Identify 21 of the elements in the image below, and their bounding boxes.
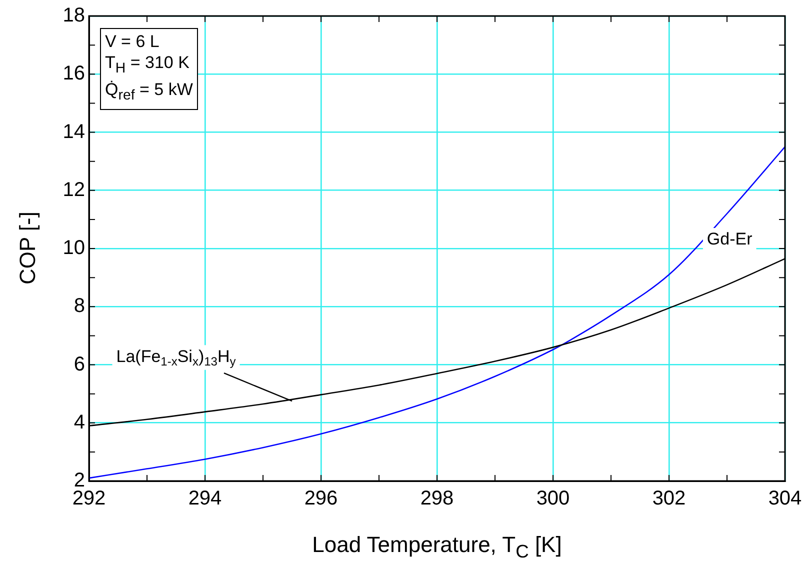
y-tick-label: 12 xyxy=(62,178,85,201)
y-tick-label: 8 xyxy=(74,295,85,318)
y-tick-label: 16 xyxy=(62,62,85,85)
annotation: Gd-Er xyxy=(706,230,753,249)
annotation: Q̇$_{ref}$ = 5 kW xyxy=(105,79,193,106)
y-tick-label: 6 xyxy=(74,353,85,376)
annotation: T$_{H}$ = 310 K xyxy=(105,52,190,78)
y-tick-label: 4 xyxy=(74,411,85,434)
y-tick-label: 10 xyxy=(62,237,85,260)
line-series xyxy=(89,146,785,479)
x-tick-label: 302 xyxy=(652,488,686,510)
annotation: V = 6 L xyxy=(105,31,160,52)
y-tick-label: 18 xyxy=(62,4,85,27)
x-tick-label: 304 xyxy=(768,488,802,510)
x-tick-label: 296 xyxy=(304,488,338,510)
x-tick-label: 294 xyxy=(188,488,222,510)
x-axis-title: Load Temperature, T$_{C}$ [K] xyxy=(311,532,563,562)
y-axis-title: COP [-] xyxy=(15,212,41,284)
x-tick-label: 300 xyxy=(536,488,570,510)
y-tick-label: 14 xyxy=(62,120,85,143)
x-tick-label: 298 xyxy=(420,488,454,510)
